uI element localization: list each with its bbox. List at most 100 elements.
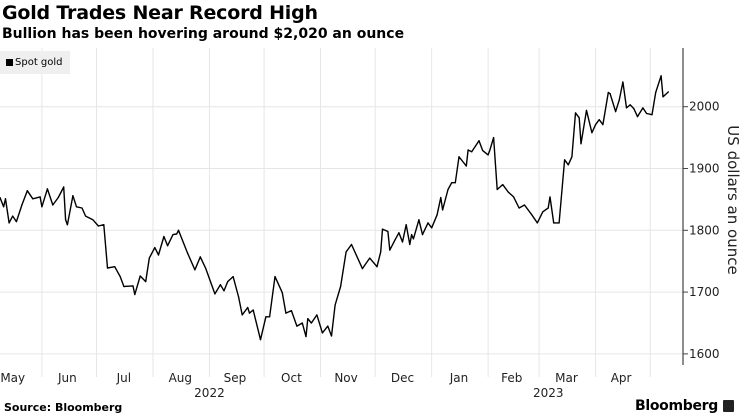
data-point — [46, 188, 48, 190]
data-point — [536, 222, 538, 224]
data-point — [602, 124, 604, 126]
data-point — [106, 267, 109, 269]
data-point — [41, 206, 43, 208]
data-point — [642, 107, 644, 109]
data-point — [163, 235, 165, 238]
data-point — [615, 111, 617, 113]
x-tick-label: Nov — [334, 371, 357, 385]
x-tick-label: Sep — [224, 371, 247, 385]
data-point — [57, 196, 59, 199]
data-point — [12, 215, 14, 217]
data-point — [523, 204, 526, 206]
data-point — [662, 96, 664, 98]
data-point — [305, 335, 307, 338]
data-point — [622, 81, 624, 83]
data-point — [8, 222, 10, 224]
data-point — [123, 285, 125, 288]
data-point — [85, 215, 87, 217]
x-tick-label: Mar — [555, 371, 578, 385]
data-point — [398, 232, 400, 234]
data-point — [81, 207, 83, 209]
data-point — [339, 285, 342, 288]
data-point — [636, 115, 639, 118]
data-point — [214, 293, 216, 295]
bloomberg-logo: Bloomberg — [635, 398, 734, 414]
data-point — [186, 252, 189, 254]
data-point — [558, 222, 560, 224]
data-point — [401, 241, 404, 243]
data-point — [667, 91, 670, 93]
data-point — [405, 224, 407, 226]
x-tick-label: Jul — [116, 371, 131, 385]
data-point — [157, 254, 160, 256]
data-point — [441, 209, 444, 211]
series-line-spot-gold — [0, 75, 669, 341]
data-point — [436, 214, 438, 216]
data-point — [492, 137, 495, 139]
data-point — [334, 304, 336, 306]
data-point — [268, 316, 271, 318]
data-point — [489, 149, 491, 151]
data-point — [574, 112, 577, 114]
data-point — [369, 257, 371, 259]
data-point — [154, 246, 156, 249]
data-point — [307, 318, 309, 320]
data-point — [330, 335, 333, 337]
data-point — [507, 191, 509, 193]
data-point — [518, 207, 520, 209]
data-point — [578, 117, 580, 119]
data-point — [387, 230, 389, 233]
data-point — [310, 322, 313, 324]
data-point — [645, 112, 648, 115]
data-point — [241, 314, 243, 316]
chart-title: Gold Trades Near Record High — [2, 2, 318, 24]
logo-text: Bloomberg — [634, 398, 718, 414]
data-point — [166, 245, 169, 247]
data-point — [609, 93, 611, 95]
data-point — [380, 251, 382, 253]
data-point — [633, 107, 635, 110]
data-point — [655, 91, 657, 94]
data-point — [205, 268, 207, 270]
data-point — [496, 188, 498, 191]
data-point — [502, 183, 504, 186]
data-point — [591, 132, 593, 134]
data-point — [4, 198, 7, 200]
data-point — [119, 276, 121, 278]
data-point — [478, 140, 480, 142]
data-point — [467, 149, 469, 151]
y-tick-label: 1600 — [689, 347, 720, 361]
data-point — [103, 224, 105, 226]
data-point — [247, 306, 249, 309]
data-point — [0, 196, 1, 199]
data-point — [26, 190, 28, 192]
data-point — [237, 296, 240, 298]
data-point — [465, 165, 467, 167]
x-tick-label: Dec — [391, 371, 414, 385]
data-point — [531, 214, 533, 216]
data-point — [618, 99, 620, 101]
x-tick-label: Apr — [611, 371, 632, 385]
data-point — [350, 243, 353, 246]
data-point — [629, 104, 631, 106]
data-point — [52, 204, 54, 206]
y-tick-label: 2000 — [689, 100, 720, 114]
data-point — [75, 206, 78, 208]
y-axis-label: US dollars an ounce — [724, 125, 740, 275]
data-point — [148, 257, 150, 259]
data-point — [411, 234, 413, 236]
data-point — [345, 251, 347, 253]
legend-label: Spot gold — [15, 57, 63, 68]
data-point — [431, 227, 433, 229]
data-point — [139, 275, 141, 277]
data-point — [248, 312, 251, 314]
data-point — [176, 233, 178, 235]
year-label: 2023 — [533, 386, 564, 400]
data-point — [487, 154, 489, 156]
data-point — [458, 156, 460, 158]
data-point — [651, 114, 653, 116]
data-point — [567, 164, 569, 166]
data-point — [594, 124, 597, 126]
data-point — [547, 207, 549, 209]
data-point — [482, 149, 484, 152]
